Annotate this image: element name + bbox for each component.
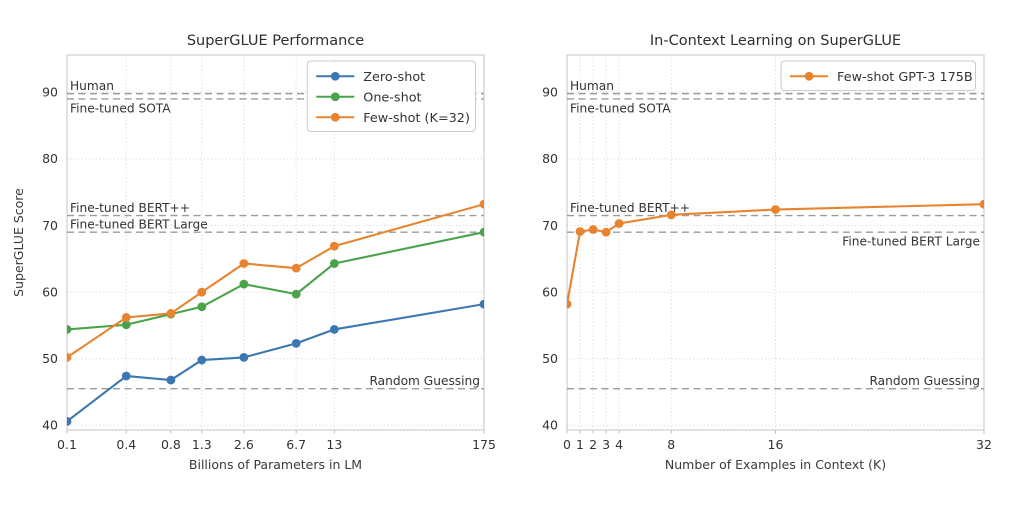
x-tick-label: 4 bbox=[615, 437, 623, 452]
data-point bbox=[239, 279, 249, 289]
series-line bbox=[67, 303, 484, 423]
x-tick-label: 8 bbox=[667, 437, 675, 452]
legend-label: One-shot bbox=[363, 90, 421, 105]
x-axis-label: Billions of Parameters in LM bbox=[189, 457, 362, 472]
series-few-shot-k-32- bbox=[67, 199, 484, 362]
legend-box bbox=[780, 60, 976, 91]
x-tick-label: 2 bbox=[589, 437, 597, 452]
reference-line-label: Fine-tuned BERT Large bbox=[842, 235, 980, 249]
data-point bbox=[121, 313, 131, 322]
data-point bbox=[197, 355, 207, 365]
data-point bbox=[329, 325, 339, 334]
chart-in-context-learning: 0 1 2 3 4 8 16 32 40 50 60 70 80 90 Human Fine-tuned SO… bbox=[542, 33, 992, 472]
data-point bbox=[588, 225, 598, 234]
data-point bbox=[771, 205, 780, 214]
legend-marker bbox=[330, 92, 340, 102]
x-tick-label: 1.3 bbox=[192, 437, 212, 452]
reference-line-label: Fine-tuned BERT Large bbox=[70, 218, 208, 232]
x-tick-label: 16 bbox=[768, 437, 784, 452]
y-tick-label: 90 bbox=[542, 85, 558, 100]
data-point bbox=[239, 352, 249, 362]
y-tick-label: 70 bbox=[42, 218, 58, 233]
y-tick-label: 80 bbox=[42, 151, 58, 166]
legend: Few-shot GPT-3 175B bbox=[780, 60, 976, 91]
data-point bbox=[166, 309, 176, 318]
data-point bbox=[291, 289, 301, 299]
y-tick-label: 60 bbox=[542, 284, 558, 299]
x-tick-label: 0.4 bbox=[116, 437, 136, 452]
data-point bbox=[666, 210, 676, 220]
legend-label: Zero-shot bbox=[363, 70, 425, 85]
axes-frame bbox=[566, 54, 985, 431]
legend-marker bbox=[330, 71, 340, 81]
data-point bbox=[479, 299, 484, 309]
x-tick-label: 6.7 bbox=[286, 437, 306, 452]
chart-title: SuperGLUE Performance bbox=[187, 33, 364, 49]
data-point bbox=[197, 302, 207, 312]
series-line bbox=[67, 203, 484, 359]
x-tick-label: 175 bbox=[472, 437, 496, 452]
reference-line-label: Fine-tuned BERT++ bbox=[570, 201, 690, 215]
series-line bbox=[67, 231, 484, 331]
x-tick-label: 2.6 bbox=[234, 437, 254, 452]
x-tick-label: 0 bbox=[563, 437, 571, 452]
x-tick-label: 0.1 bbox=[57, 437, 77, 452]
x-tick-label: 13 bbox=[326, 437, 342, 452]
plot-area-right: 0 1 2 3 4 8 16 32 40 50 60 70 80 90 Human Fine-tuned SO… bbox=[542, 54, 992, 452]
data-point bbox=[67, 416, 72, 426]
legend-label: Few-shot (K=32) bbox=[363, 111, 470, 126]
reference-line-label: Human bbox=[70, 79, 114, 93]
data-point bbox=[614, 219, 624, 228]
x-tick-label: 32 bbox=[976, 437, 992, 452]
x-tick-label: 0.8 bbox=[161, 437, 181, 452]
data-point bbox=[239, 259, 249, 268]
reference-line-label: Fine-tuned BERT++ bbox=[70, 201, 190, 215]
series-zero-shot bbox=[67, 299, 484, 426]
y-tick-label: 50 bbox=[42, 351, 58, 366]
data-point bbox=[291, 263, 301, 273]
axes-frame bbox=[66, 54, 485, 431]
data-point bbox=[329, 259, 339, 268]
y-tick-label: 40 bbox=[42, 418, 58, 433]
y-tick-label: 50 bbox=[542, 351, 558, 366]
y-axis-label: SuperGLUE Score bbox=[11, 188, 26, 297]
reference-line-label: Fine-tuned SOTA bbox=[570, 101, 671, 115]
x-tick-label: 1 bbox=[576, 437, 584, 452]
legend-label: Few-shot GPT-3 175B bbox=[837, 70, 973, 85]
data-point bbox=[979, 199, 984, 209]
y-tick-label: 40 bbox=[542, 418, 558, 433]
reference-line-label: Human bbox=[570, 79, 614, 93]
chart-title: In-Context Learning on SuperGLUE bbox=[650, 33, 901, 49]
y-tick-label: 80 bbox=[542, 151, 558, 166]
data-point bbox=[575, 227, 585, 236]
reference-line-label: Fine-tuned SOTA bbox=[70, 101, 171, 115]
data-point bbox=[121, 371, 131, 381]
data-point bbox=[166, 375, 176, 385]
data-point bbox=[479, 199, 484, 209]
data-point bbox=[67, 325, 72, 334]
legend-box bbox=[306, 60, 476, 132]
y-tick-label: 90 bbox=[42, 85, 58, 100]
x-axis-label: Number of Examples in Context (K) bbox=[665, 457, 886, 472]
x-tick-label: 3 bbox=[602, 437, 610, 452]
reference-line-label: Random Guessing bbox=[869, 374, 980, 388]
data-point bbox=[601, 227, 611, 237]
data-point bbox=[67, 352, 72, 362]
data-point bbox=[567, 299, 572, 309]
legend-marker bbox=[804, 71, 814, 81]
legend-marker bbox=[330, 112, 340, 122]
series-few-shot-gpt-3-175b bbox=[567, 199, 984, 309]
legend: Zero-shot One-shot Few-shot (K=32) bbox=[306, 60, 476, 132]
data-point bbox=[121, 320, 131, 330]
chart-superglue-performance: 0.1 0.4 0.8 1.3 2.6 6.7 13 175 40 50 60 70 80 90 Human… bbox=[11, 33, 496, 472]
data-point bbox=[479, 227, 484, 237]
data-point bbox=[291, 339, 301, 348]
data-point bbox=[197, 287, 207, 297]
y-tick-label: 70 bbox=[542, 218, 558, 233]
y-tick-label: 60 bbox=[42, 284, 58, 299]
plot-area-left: 0.1 0.4 0.8 1.3 2.6 6.7 13 175 40 50 60 70 80 90 Human… bbox=[42, 54, 496, 452]
data-point bbox=[329, 241, 339, 251]
reference-line-label: Random Guessing bbox=[369, 374, 480, 388]
